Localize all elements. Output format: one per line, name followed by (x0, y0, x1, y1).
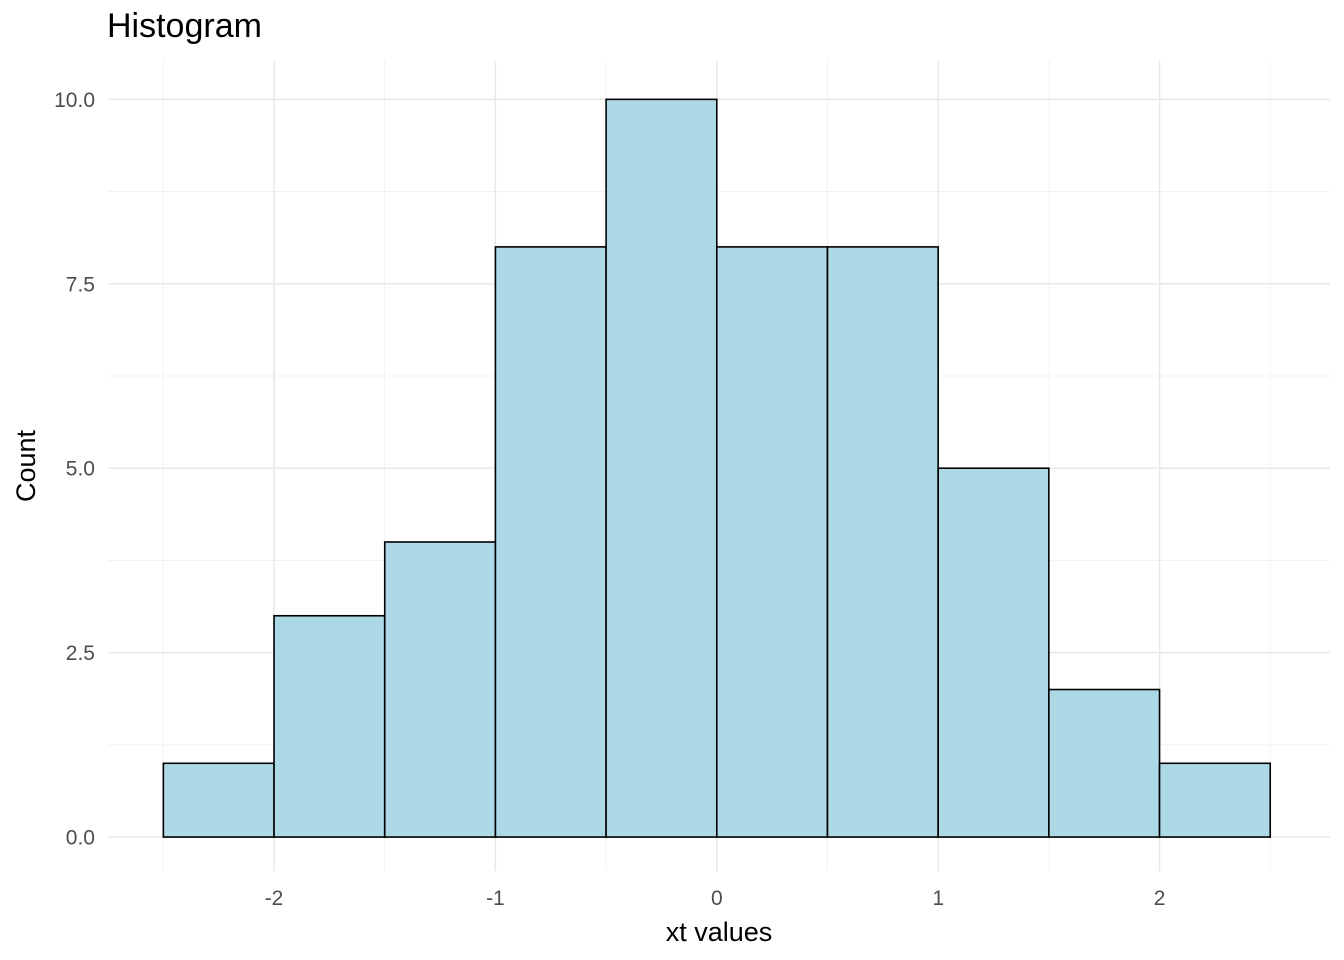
y-tick-label: 0.0 (66, 827, 95, 850)
histogram-bar (715, 246, 829, 838)
histogram-bar (937, 467, 1050, 838)
x-tick-label: 1 (932, 887, 944, 910)
histogram-bar (826, 246, 939, 838)
y-tick-label: 2.5 (66, 642, 95, 665)
x-axis-title: xt values (665, 917, 773, 947)
y-tick-label: 7.5 (66, 273, 95, 296)
histogram-bar (494, 246, 607, 838)
y-tick-label: 10.0 (54, 89, 95, 112)
histogram-bar (1048, 688, 1161, 838)
histogram-bar (383, 541, 497, 838)
x-tick-label: 2 (1154, 887, 1166, 910)
x-tick-label: 0 (711, 887, 723, 910)
y-tick-label: 5.0 (66, 458, 95, 481)
x-tick-label: -1 (486, 887, 505, 910)
histogram-bar (1158, 762, 1272, 838)
chart-title: Histogram (107, 7, 262, 45)
histogram-bar (605, 98, 718, 838)
x-tick-label: -2 (265, 887, 284, 910)
histogram-bar (162, 762, 275, 838)
histogram-bar (273, 614, 386, 838)
